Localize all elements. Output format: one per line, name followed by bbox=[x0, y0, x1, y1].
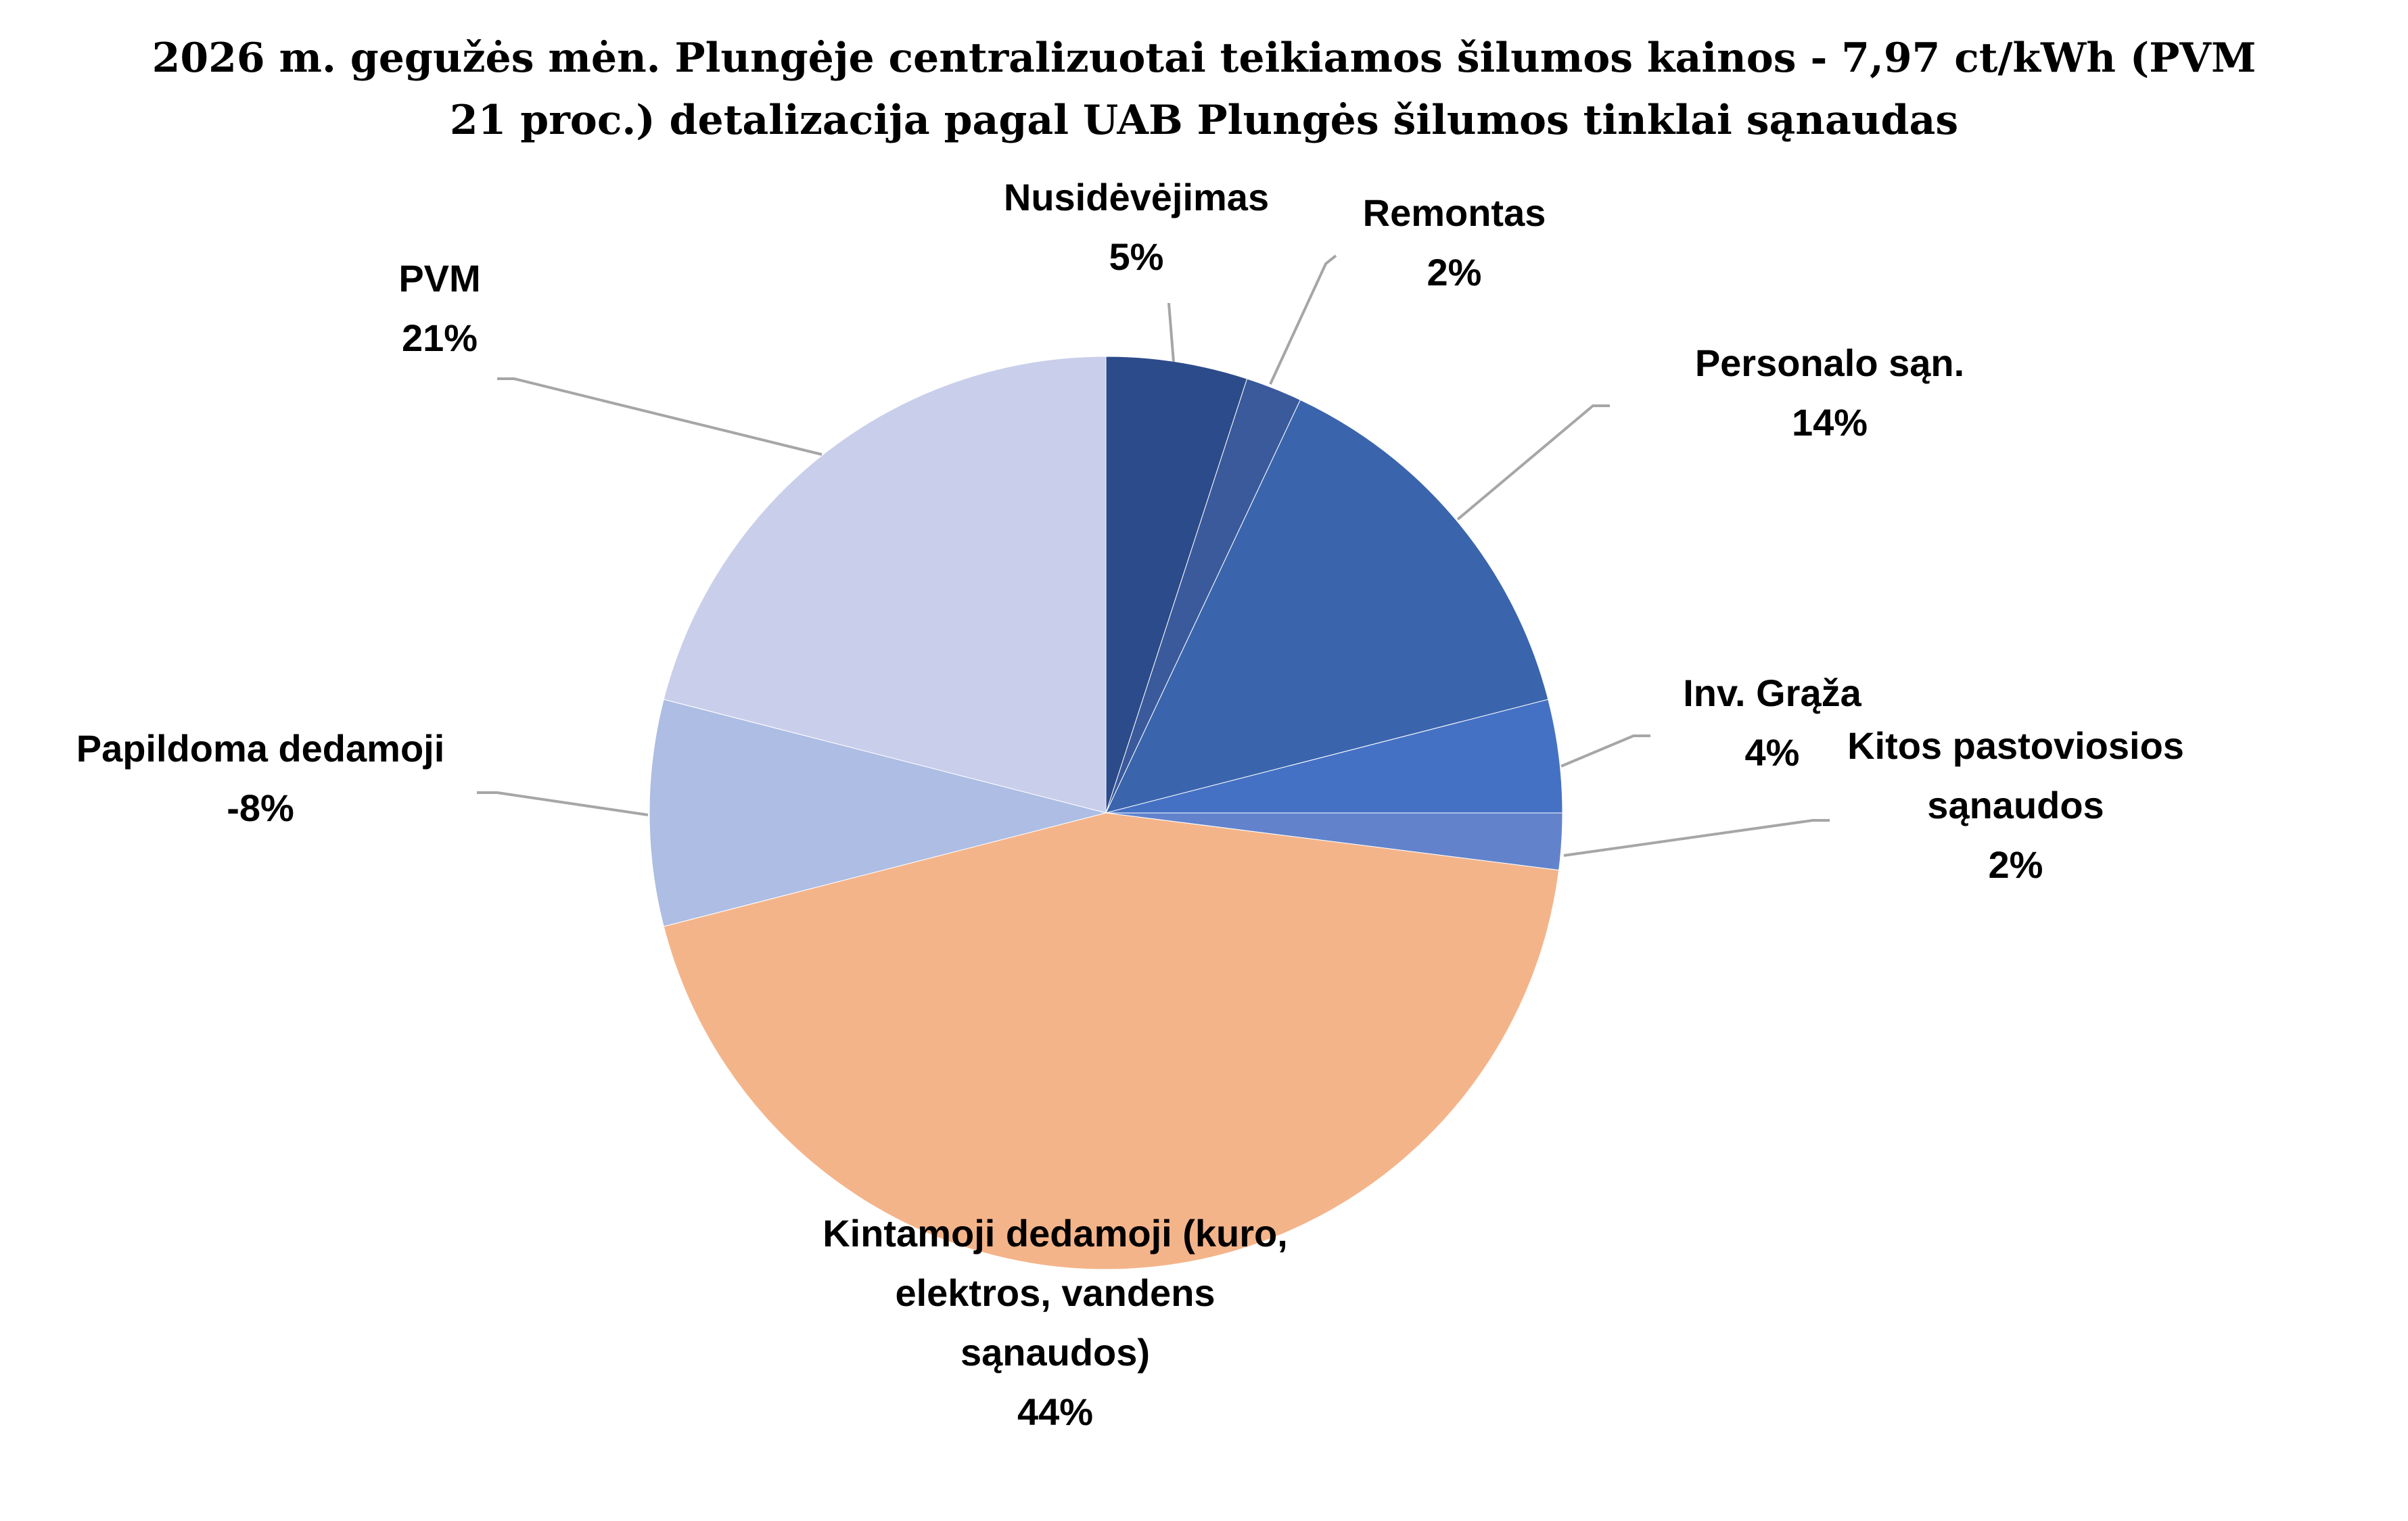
slice-label-2: Remontas 2% bbox=[1363, 191, 1546, 294]
slice-category-label: Personalo sąn. bbox=[1695, 342, 1964, 384]
slice-label-7: Papildoma dedamoji -8% bbox=[76, 727, 445, 829]
slice-category-label: PVM bbox=[398, 257, 480, 300]
slice-percent-label: 4% bbox=[1745, 731, 1800, 774]
leader-line-4 bbox=[1560, 734, 1650, 768]
leader-line-8 bbox=[497, 377, 823, 456]
slice-percent-label: 2% bbox=[1427, 251, 1482, 294]
slice-category-label: Remontas bbox=[1363, 191, 1546, 234]
slice-category-label: Nusidėvėjimas bbox=[1004, 176, 1269, 218]
slice-category-label: sąnaudos bbox=[1927, 784, 2104, 826]
leader-line-1 bbox=[1167, 302, 1175, 362]
leader-lines bbox=[477, 254, 1830, 857]
pie-slice-1 bbox=[1105, 356, 1248, 814]
slice-labels: Nusidėvėjimas 5% Remontas 2% Personalo sąn. 1… bbox=[76, 176, 2184, 1433]
slice-category-label: elektros, vandens bbox=[895, 1271, 1215, 1314]
pie-slice-7 bbox=[649, 699, 1107, 927]
slice-percent-label: -8% bbox=[227, 787, 294, 829]
slice-category-label: Papildoma dedamoji bbox=[76, 727, 445, 770]
slice-label-8: PVM 21% bbox=[398, 257, 480, 359]
slice-label-5: Kitos pastoviosios sąnaudos 2% bbox=[1847, 724, 2184, 886]
chart-title-line-2: 21 proc.) detalizacija pagal UAB Plungės… bbox=[449, 97, 1959, 144]
slice-label-4: Inv. Grąža 4% bbox=[1683, 672, 1861, 774]
leader-line-5 bbox=[1563, 819, 1830, 857]
leader-line-3 bbox=[1456, 404, 1610, 521]
slice-percent-label: 2% bbox=[1989, 843, 2043, 886]
slice-category-label: sąnaudos) bbox=[960, 1331, 1150, 1374]
pie-slice-6 bbox=[663, 812, 1560, 1270]
slice-label-3: Personalo sąn. 14% bbox=[1695, 342, 1964, 444]
pie-slices bbox=[649, 356, 1563, 1270]
slice-category-label: Kitos pastoviosios bbox=[1847, 724, 2184, 767]
pie-slice-3 bbox=[1105, 399, 1549, 814]
slice-percent-label: 44% bbox=[1017, 1390, 1093, 1433]
pie-slice-8 bbox=[663, 356, 1107, 814]
slice-percent-label: 21% bbox=[402, 317, 478, 359]
chart-title: 2026 m. gegužės mėn. Plungėje centralizu… bbox=[0, 27, 2408, 151]
chart-title-line-1: 2026 m. gegužės mėn. Plungėje centralizu… bbox=[152, 34, 2256, 82]
slice-category-label: Inv. Grąža bbox=[1683, 672, 1861, 714]
leader-line-7 bbox=[477, 791, 649, 816]
slice-percent-label: 14% bbox=[1792, 401, 1868, 444]
slice-percent-label: 5% bbox=[1109, 235, 1164, 278]
slice-category-label: Kintamoji dedamoji (kuro, bbox=[823, 1212, 1288, 1255]
slice-label-6: Kintamoji dedamoji (kuro, elektros, vande… bbox=[823, 1212, 1288, 1433]
leader-line-2 bbox=[1269, 254, 1337, 385]
slice-label-1: Nusidėvėjimas 5% bbox=[1004, 176, 1269, 278]
